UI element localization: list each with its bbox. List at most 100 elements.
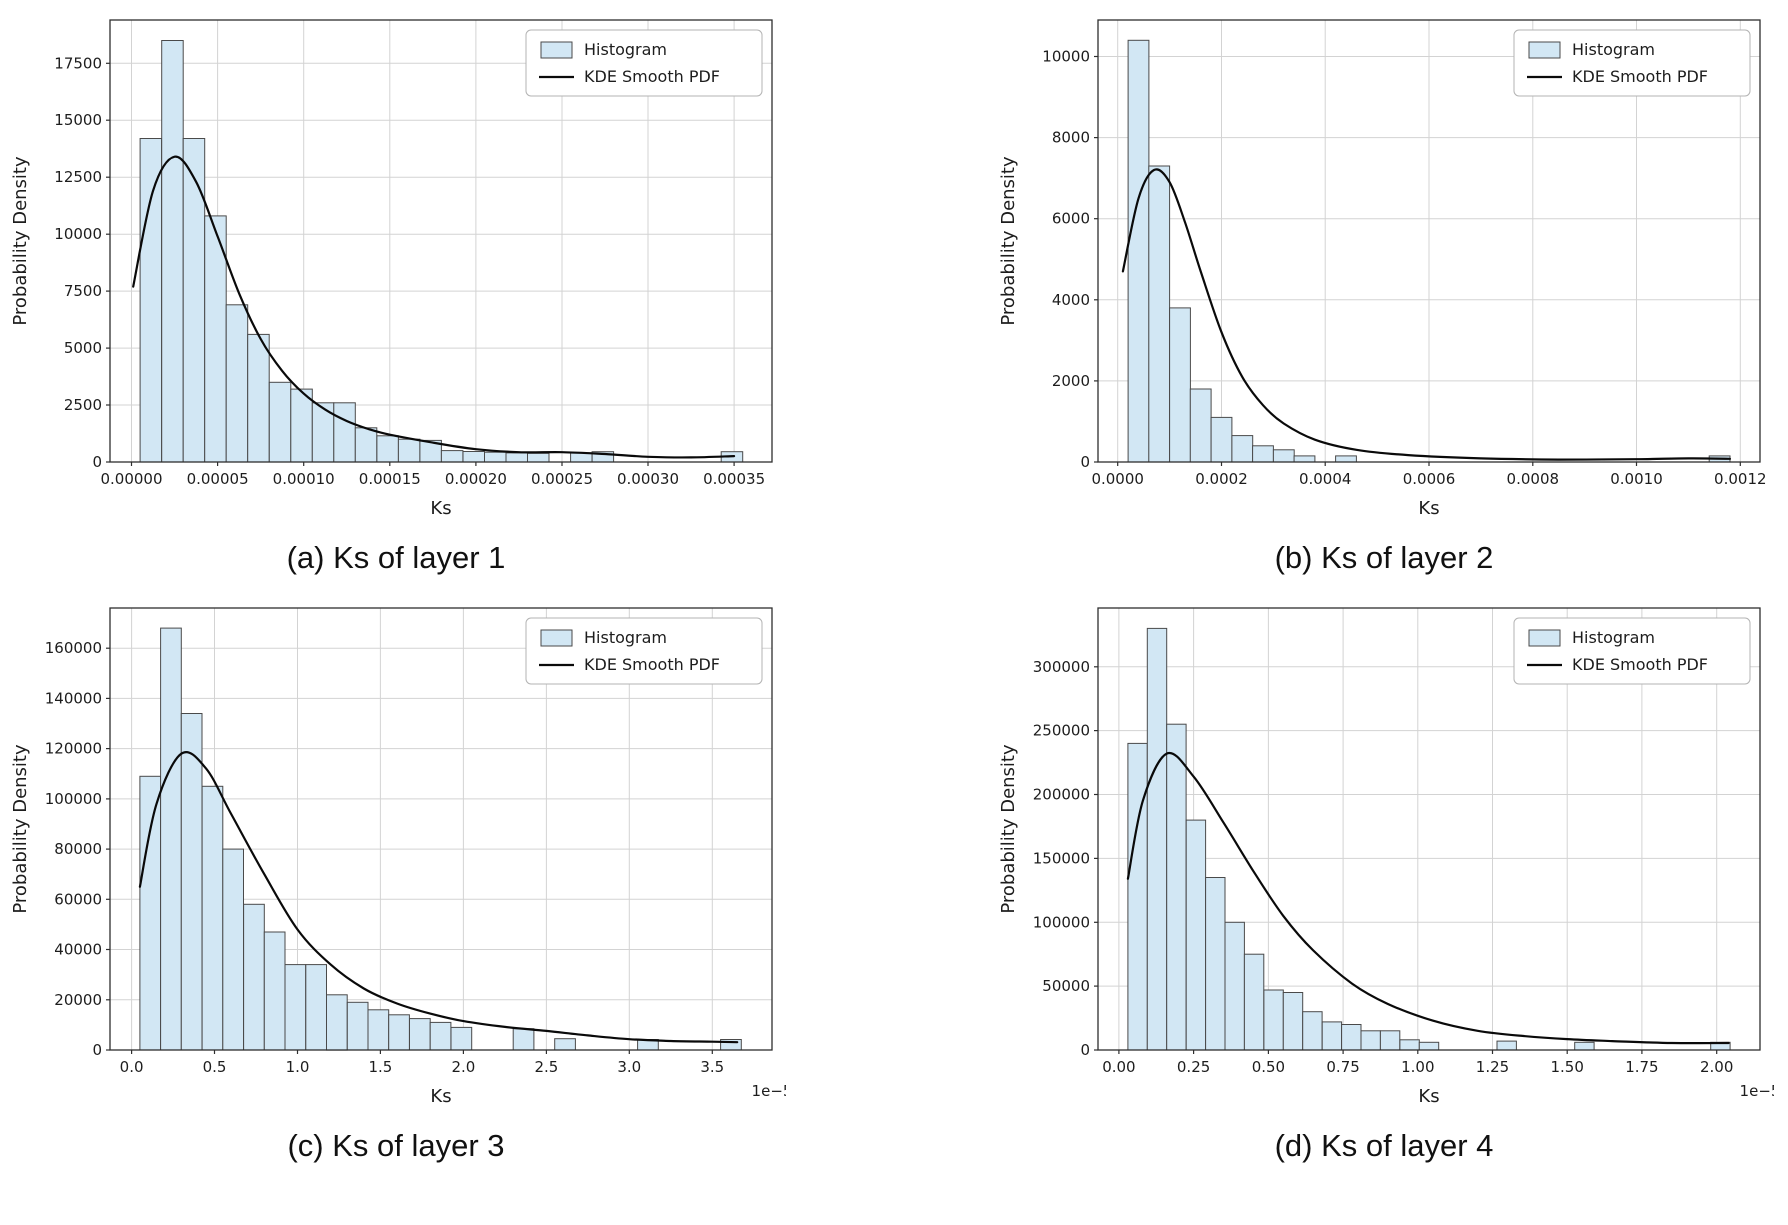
histogram-bar <box>290 388 313 463</box>
legend-histogram-label: Histogram <box>1572 40 1655 59</box>
histogram-bar <box>182 138 206 463</box>
x-tick-label: 2.00 <box>1700 1058 1733 1076</box>
histogram-bar <box>1148 165 1171 463</box>
x-tick-label: 0.0002 <box>1195 470 1248 488</box>
x-tick-label: 0.0 <box>120 1058 144 1076</box>
histogram-bar <box>1379 1030 1401 1051</box>
y-axis-label: Probability Density <box>998 744 1019 914</box>
y-tick-label: 2000 <box>1052 372 1090 390</box>
subplot-c: 0.0 0.5 1.0 1.5 2.0 2.5 3.0 3.5 Ks 1e−5 0 20000 4000… <box>6 596 786 1164</box>
histogram-bar <box>305 964 327 1051</box>
histogram-bar <box>1224 921 1245 1051</box>
legend-box <box>1513 617 1751 685</box>
histogram-bars <box>139 40 744 463</box>
x-tick-label: 0.00025 <box>531 470 593 488</box>
legend-kde-label: KDE Smooth PDF <box>584 655 720 674</box>
y-tick-label: 50000 <box>1042 977 1090 995</box>
x-tick-label: 0.75 <box>1326 1058 1359 1076</box>
x-axis: 0.00 0.25 0.50 0.75 1.00 1.25 1.50 1.75 2.00 Ks 1e… <box>1102 1050 1774 1107</box>
legend-kde-label: KDE Smooth PDF <box>1572 655 1708 674</box>
x-axis: 0.00000 0.00005 0.00010 0.00015 0.00020 0.000… <box>100 462 765 519</box>
caption-d: (d) Ks of layer 4 <box>1274 1128 1494 1163</box>
histogram-bars <box>1127 39 1731 463</box>
histogram-bar <box>409 1018 431 1051</box>
histogram-bar <box>367 1009 390 1051</box>
x-tick-label: 0.00035 <box>703 470 765 488</box>
plot-frame <box>109 19 773 463</box>
x-tick-label: 0.0012 <box>1714 470 1767 488</box>
histogram-bars <box>139 627 742 1051</box>
subplot-d: 0.00 0.25 0.50 0.75 1.00 1.25 1.50 1.75 2.00 Ks 1e… <box>994 596 1774 1164</box>
legend-histogram-swatch <box>540 629 573 647</box>
histogram-bar <box>1574 1041 1595 1051</box>
x-axis-label: Ks <box>1418 498 1439 519</box>
x-tick-label: 1.25 <box>1476 1058 1509 1076</box>
chart-c-canvas: 0.0 0.5 1.0 1.5 2.0 2.5 3.0 3.5 Ks 1e−5 0 20000 4000… <box>10 607 786 1107</box>
histogram-bar <box>1293 455 1316 463</box>
histogram-bar <box>462 451 485 463</box>
histogram-bars <box>1127 627 1731 1051</box>
histogram-bar <box>284 964 307 1051</box>
chart-b-canvas: 0.0000 0.0002 0.0004 0.0006 0.0008 0.0010 0.00… <box>998 19 1767 519</box>
y-tick-label: 7500 <box>64 282 102 300</box>
y-tick-label: 20000 <box>54 991 102 1009</box>
x-axis-label: Ks <box>430 498 451 519</box>
x-tick-label: 1.0 <box>286 1058 310 1076</box>
y-axis-label: Probability Density <box>998 156 1019 326</box>
y-tick-label: 80000 <box>54 840 102 858</box>
y-tick-label: 12500 <box>54 168 102 186</box>
x-tick-label: 1.75 <box>1625 1058 1658 1076</box>
x-axis-label: Ks <box>1418 1086 1439 1107</box>
x-tick-label: 0.50 <box>1252 1058 1285 1076</box>
kde-curve <box>138 751 739 1044</box>
caption-c: (c) Ks of layer 3 <box>287 1128 505 1163</box>
legend-histogram-label: Histogram <box>584 628 667 647</box>
legend-kde-label: KDE Smooth PDF <box>1572 67 1708 86</box>
legend-histogram-swatch <box>1528 41 1561 59</box>
x-tick-label: 0.00010 <box>273 470 335 488</box>
histogram-bar <box>1399 1039 1420 1051</box>
caption-b: (b) Ks of layer 2 <box>1274 540 1494 575</box>
x-tick-label: 0.00000 <box>100 470 162 488</box>
y-tick-label: 40000 <box>54 941 102 959</box>
plot-frame <box>109 607 773 1051</box>
legend-histogram-label: Histogram <box>1572 628 1655 647</box>
plot-frame <box>1097 607 1761 1051</box>
y-tick-label: 160000 <box>45 639 102 657</box>
histogram-bar <box>376 435 399 463</box>
y-tick-label: 10000 <box>1042 48 1090 66</box>
histogram-bar <box>222 848 245 1051</box>
histogram-bar <box>243 903 265 1051</box>
legend: Histogram KDE Smooth PDF <box>525 29 763 97</box>
y-tick-label: 10000 <box>54 225 102 243</box>
histogram-bar <box>139 138 163 463</box>
histogram-bar <box>1335 455 1357 463</box>
y-tick-label: 6000 <box>1052 210 1090 228</box>
legend-box <box>1513 29 1751 97</box>
subplot-a: 0.00000 0.00005 0.00010 0.00015 0.00020 0.000… <box>6 8 786 576</box>
histogram-bar <box>554 1038 576 1051</box>
histogram-bar <box>1166 723 1187 1051</box>
kde-curve <box>1126 751 1730 1045</box>
legend-box <box>525 29 763 97</box>
histogram-bar <box>1321 1021 1343 1051</box>
histogram-bar <box>268 381 292 463</box>
histogram-bar <box>1210 416 1233 463</box>
histogram-bar <box>326 994 348 1051</box>
histogram-bar <box>1243 953 1265 1051</box>
x-axis: 0.0000 0.0002 0.0004 0.0006 0.0008 0.0010 0.00… <box>1091 462 1767 519</box>
histogram-bar <box>484 451 507 463</box>
y-axis-label: Probability Density <box>10 744 31 914</box>
legend-box <box>525 617 763 685</box>
histogram-bar <box>1127 39 1150 463</box>
histogram-bar <box>1272 449 1295 463</box>
histogram-bar <box>139 775 162 1051</box>
histogram-bar <box>263 931 286 1051</box>
x-tick-label: 0.0010 <box>1610 470 1663 488</box>
histogram-bar <box>1302 1011 1323 1051</box>
histogram-bar <box>1263 989 1284 1051</box>
histogram-bar <box>160 627 182 1051</box>
x-tick-label: 0.0000 <box>1091 470 1144 488</box>
histogram-bar <box>1146 627 1168 1051</box>
y-tick-label: 100000 <box>45 790 102 808</box>
